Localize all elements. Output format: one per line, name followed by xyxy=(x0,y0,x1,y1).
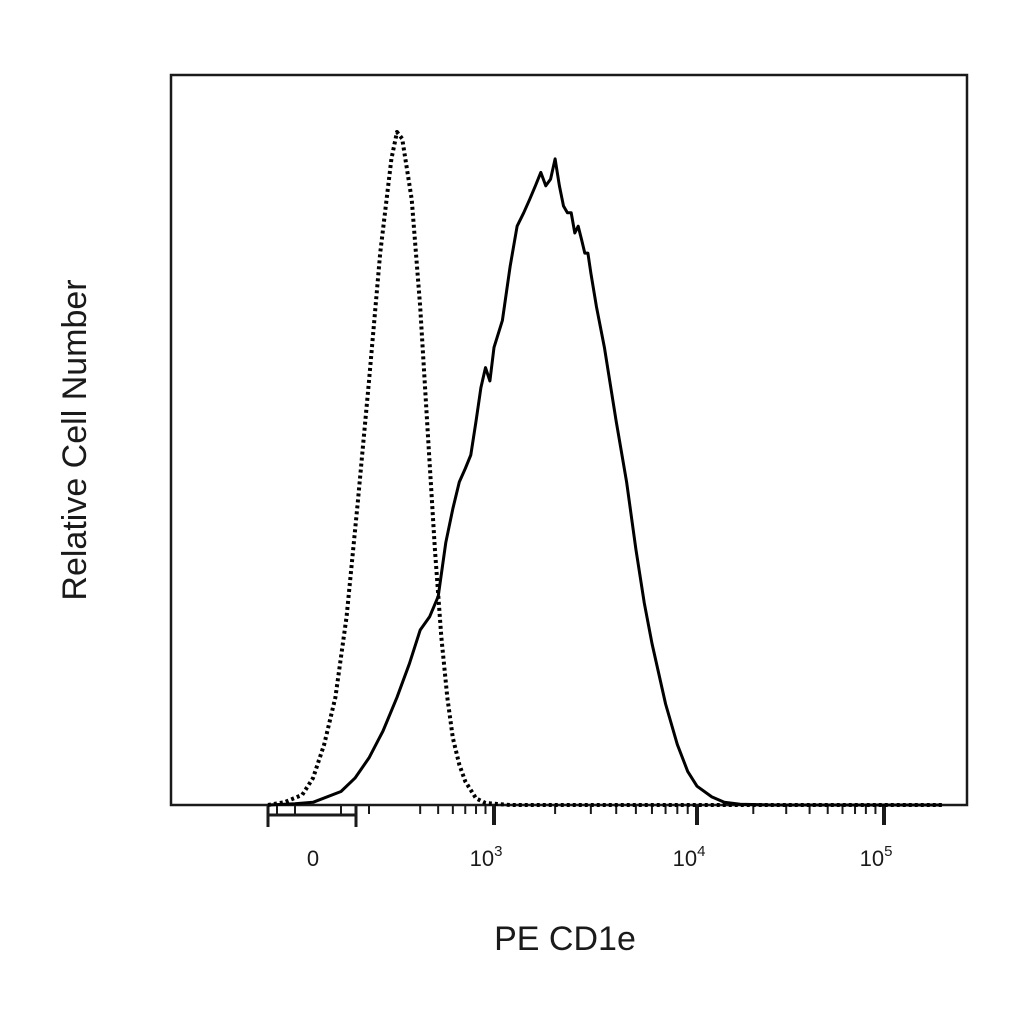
x-tick-label: 103 xyxy=(470,843,503,871)
x-axis-label: PE CD1e xyxy=(494,920,636,958)
x-tick-label: 104 xyxy=(673,843,706,871)
x-tick-label: 0 xyxy=(307,846,319,871)
series-line-dotted xyxy=(267,130,942,807)
x-tick-label: 105 xyxy=(860,843,893,871)
series-line-solid xyxy=(267,157,942,807)
x-axis-major-ticks xyxy=(492,805,886,825)
series-layer xyxy=(267,130,942,807)
plot-frame xyxy=(169,73,969,807)
x-axis-tick-labels: 0 103 104 105 xyxy=(307,843,893,871)
y-axis-label: Relative Cell Number xyxy=(56,279,94,600)
x-axis-zero-region-ticks xyxy=(266,805,358,827)
